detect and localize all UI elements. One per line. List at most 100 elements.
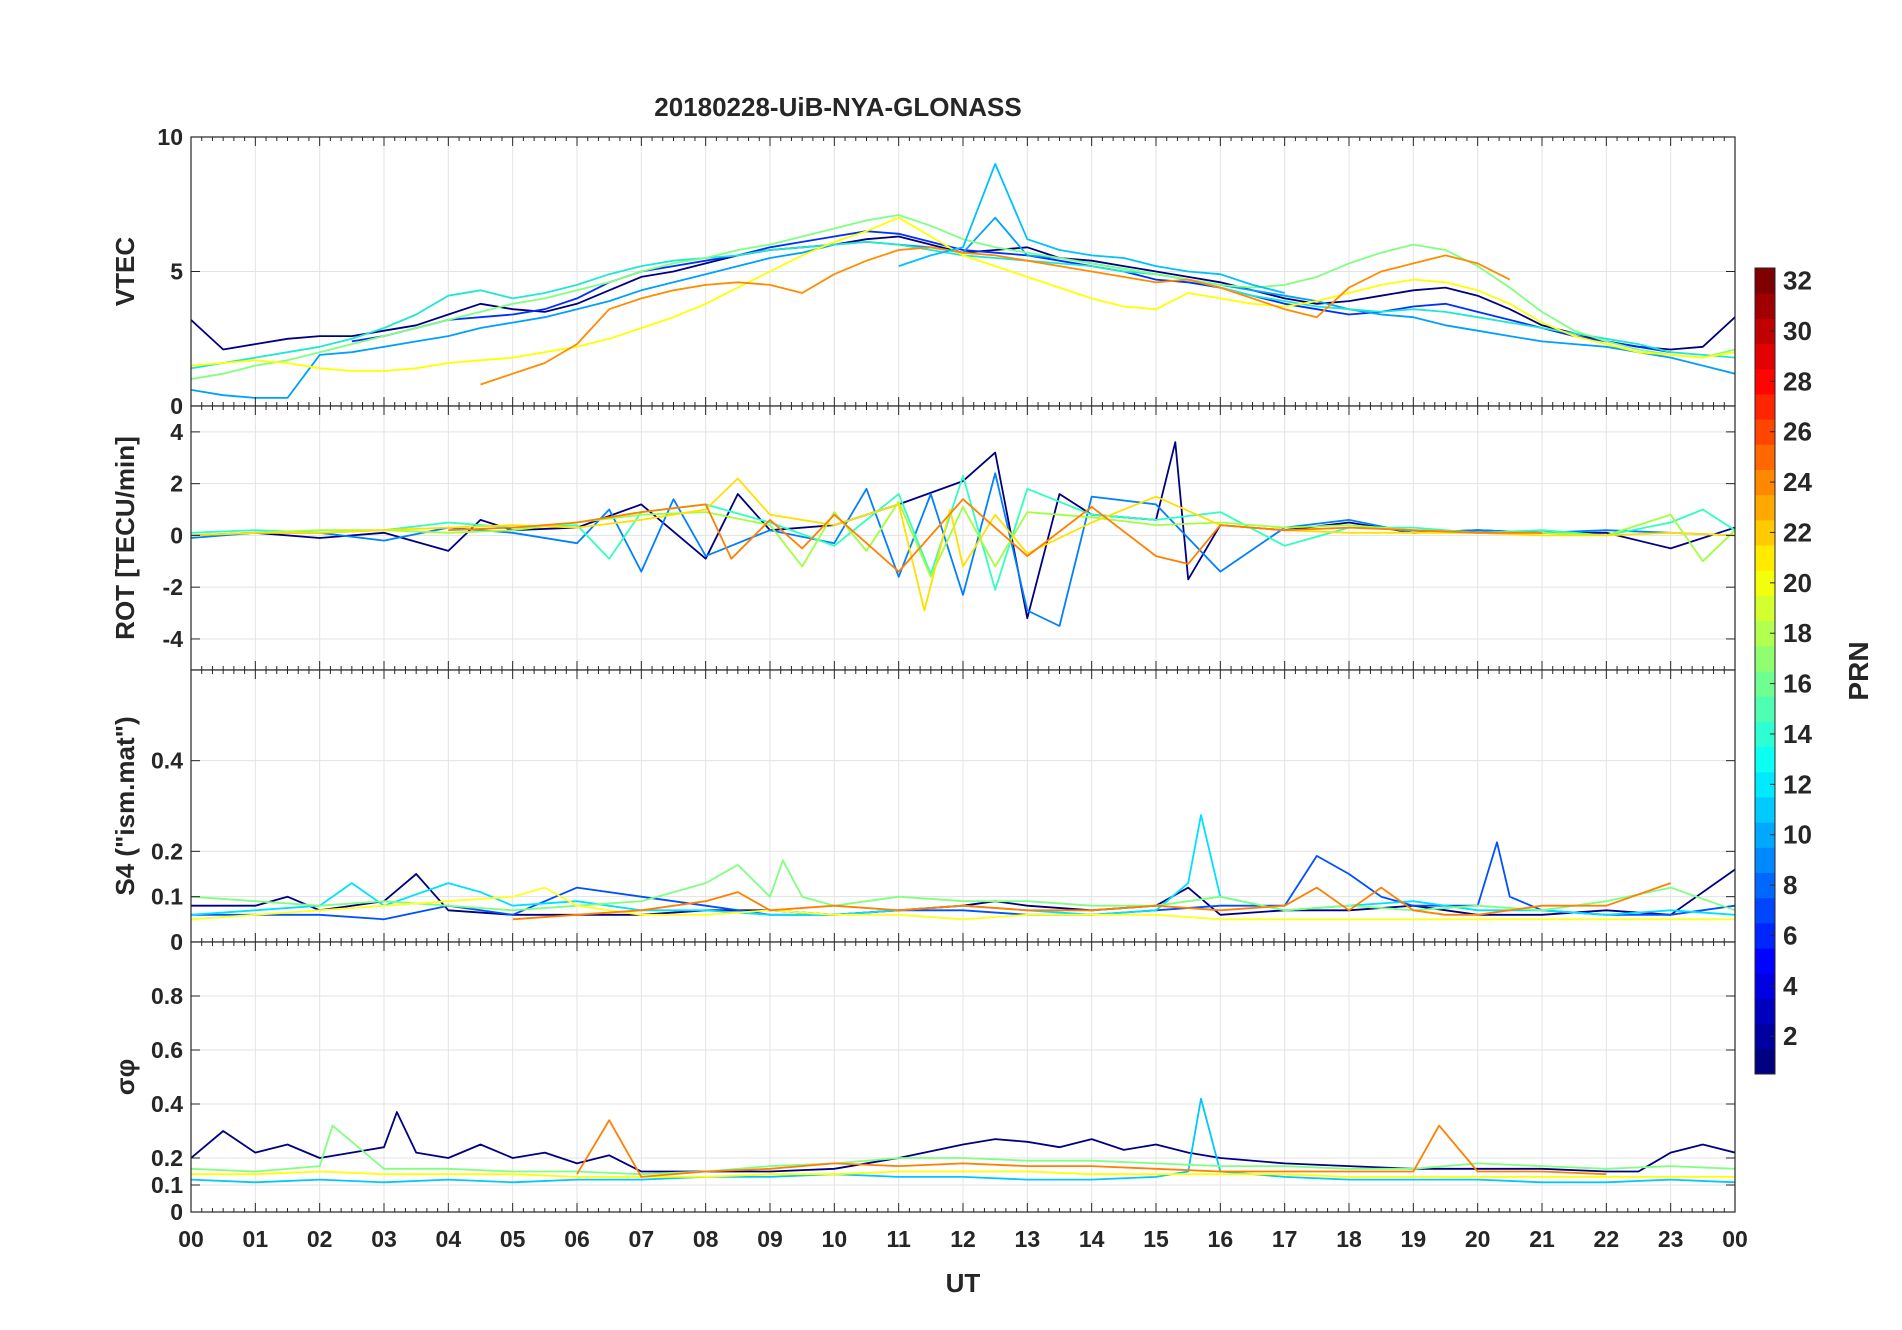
y-tick-label: 0 — [170, 929, 183, 955]
colorbar-cell — [1755, 268, 1775, 294]
colorbar-cell — [1755, 645, 1775, 672]
colorbar-cell — [1755, 519, 1775, 546]
colorbar-tick-label: 4 — [1783, 971, 1798, 1001]
x-tick-label: 09 — [757, 1226, 783, 1252]
series-line-2 — [191, 1097, 1735, 1184]
panel-1: 0 5 10 VTEC — [110, 124, 1736, 419]
y-tick-label: 0.8 — [151, 983, 183, 1009]
y-tick-label: 0.2 — [151, 1145, 183, 1171]
colorbar-cell — [1755, 696, 1775, 722]
colorbar-tick-label: 16 — [1783, 669, 1812, 699]
colorbar-cell — [1755, 293, 1775, 319]
panel-3: 0 0.1 0.2 0.4 S4 ("ism.mat") — [110, 669, 1736, 955]
colorbar-tick-label: 14 — [1783, 719, 1812, 749]
series-line-5 — [191, 477, 1735, 612]
colorbar-tick-label: 28 — [1783, 366, 1812, 396]
x-tick-label: 20 — [1465, 1226, 1491, 1252]
colorbar-cell — [1755, 343, 1775, 370]
y-tick-label: 0.4 — [151, 1091, 183, 1117]
y-tick-label: 0 — [170, 522, 183, 548]
y-axis-label: S4 ("ism.mat") — [110, 716, 140, 895]
colorbar-cell — [1755, 872, 1775, 899]
colorbar-cell — [1755, 393, 1775, 420]
y-tick-label: 0.1 — [151, 1172, 183, 1198]
x-tick-label: 17 — [1272, 1226, 1298, 1252]
series-line-4 — [191, 859, 1735, 912]
colorbar-cell — [1755, 368, 1775, 395]
x-tick-label: 13 — [1015, 1226, 1041, 1252]
x-tick-label: 00 — [178, 1226, 204, 1252]
x-axis-label: UT — [946, 1268, 981, 1298]
y-axis-label: VTEC — [110, 237, 140, 307]
colorbar-tick-label: 8 — [1783, 870, 1797, 900]
colorbar-cell — [1755, 494, 1775, 521]
x-tick-label: 21 — [1529, 1226, 1555, 1252]
series-line-6 — [448, 498, 1542, 573]
colorbar-cell — [1755, 620, 1775, 647]
colorbar-cell — [1755, 419, 1775, 445]
colorbar-cell — [1755, 545, 1775, 571]
colorbar-cell — [1755, 897, 1775, 924]
x-tick-label: 16 — [1208, 1226, 1234, 1252]
x-tick-label: 05 — [500, 1226, 526, 1252]
x-tick-label: 10 — [822, 1226, 848, 1252]
y-tick-label: 5 — [170, 259, 183, 285]
x-tick-label: 15 — [1143, 1226, 1169, 1252]
colorbar-cell — [1755, 721, 1775, 748]
colorbar-cell — [1755, 671, 1775, 697]
series-line-5 — [191, 214, 1735, 380]
colorbar-tick-label: 2 — [1783, 1021, 1797, 1051]
colorbar-tick-label: 12 — [1783, 769, 1812, 799]
colorbar-tick-label: 22 — [1783, 517, 1812, 547]
y-tick-label: 0 — [170, 393, 183, 419]
chart-title: 20180228-UiB-NYA-GLONASS — [654, 92, 1022, 122]
colorbar-cell — [1755, 948, 1775, 974]
colorbar-cell — [1755, 822, 1775, 848]
series-line-2 — [351, 230, 1671, 354]
series-line-5 — [576, 1119, 1607, 1178]
colorbar-cell — [1755, 847, 1775, 873]
series-line-6 — [512, 882, 1671, 921]
colorbar-cell — [1755, 746, 1775, 773]
series-group — [191, 1097, 1735, 1184]
colorbar-tick-label: 32 — [1783, 266, 1812, 296]
series-line-4 — [191, 1170, 1735, 1178]
colorbar-cell — [1755, 595, 1775, 622]
y-tick-label: 0 — [170, 1199, 183, 1225]
y-tick-label: 2 — [170, 471, 183, 497]
x-tick-label: 12 — [950, 1226, 976, 1252]
colorbar-cell — [1755, 469, 1775, 496]
series-group — [191, 814, 1735, 921]
series-line-5 — [191, 886, 1735, 921]
x-tick-label: 03 — [371, 1226, 397, 1252]
y-tick-label: 10 — [157, 124, 183, 150]
colorbar-cell — [1755, 444, 1775, 470]
colorbar-cell — [1755, 1023, 1775, 1050]
x-tick-label: 07 — [629, 1226, 655, 1252]
colorbar-cell — [1755, 973, 1775, 999]
series-line-7 — [480, 246, 1511, 386]
colorbar-cell — [1755, 1048, 1775, 1075]
y-axis-label: σφ — [110, 1059, 140, 1095]
x-tick-label: 19 — [1401, 1226, 1427, 1252]
colorbar-tick-label: 24 — [1783, 467, 1812, 497]
colorbar-frame — [1754, 267, 1776, 1075]
colorbar-tick-label: 30 — [1783, 316, 1812, 346]
series-line-3 — [191, 1124, 1735, 1176]
series-line-6 — [191, 216, 1735, 372]
x-tick-label: 01 — [243, 1226, 269, 1252]
x-tick-label: 04 — [436, 1226, 462, 1252]
colorbar-cell — [1755, 922, 1775, 949]
colorbar-cell — [1755, 570, 1775, 596]
panel-2: -4 -2 0 2 4 ROT [TECU/min] — [110, 405, 1736, 671]
x-tick-label: 02 — [307, 1226, 333, 1252]
colorbar-tick-label: 26 — [1783, 417, 1812, 447]
y-tick-label: -4 — [163, 626, 184, 652]
plot-frame — [190, 941, 1736, 1213]
x-tick-label: 06 — [564, 1226, 590, 1252]
colorbar-tick-label: 6 — [1783, 920, 1797, 950]
y-tick-label: 0.4 — [151, 748, 183, 774]
